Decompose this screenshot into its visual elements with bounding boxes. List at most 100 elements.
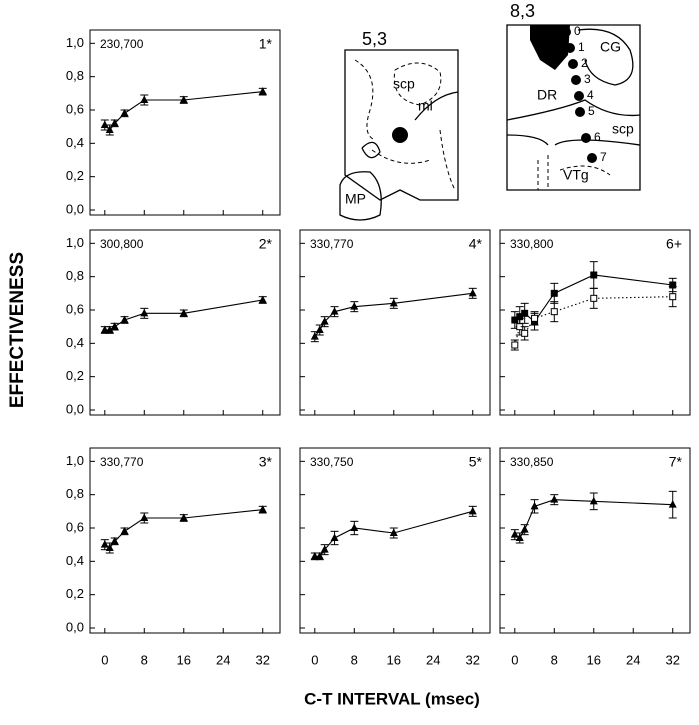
y-tick-label: 0,4 [66,135,84,150]
x-tick-label: 32 [465,652,479,667]
x-tick-label: 0 [101,652,108,667]
data-point [531,314,539,322]
data-point [100,540,109,548]
panel-title: 330,770 [310,237,354,251]
data-point [140,513,149,521]
section-title: 8,3 [510,1,535,21]
panel-frame [299,229,491,416]
y-tick-label: 0,0 [66,201,84,216]
panel-title: 330,800 [510,237,554,251]
data-point [550,308,558,316]
data-point [590,294,598,302]
data-point [350,523,359,531]
x-tick-label: 8 [551,652,558,667]
data-point [590,271,598,279]
y-tick-label: 0,2 [66,368,84,383]
x-tick-label: 24 [626,652,640,667]
data-point [179,513,188,521]
x-tick-label: 0 [511,652,518,667]
region-label: scp [612,121,634,137]
data-point [315,551,324,560]
site-label: 0 [574,24,581,38]
data-point [589,496,598,505]
site-label: 1 [578,40,585,54]
data-point [110,536,119,545]
data-point [510,530,519,538]
data-point [258,295,267,303]
data-point [389,298,398,307]
panel-title: 230,700 [100,37,144,51]
y-tick-label: 0,4 [66,335,84,350]
data-point [320,545,329,553]
panel-annotation: 2* [259,236,273,252]
site-label: 5 [588,104,595,118]
region-label: scp [393,76,415,92]
data-point [179,95,188,103]
region-label: ml [418,98,433,114]
data-point [550,289,558,297]
y-tick-label: 0,6 [66,519,84,534]
x-tick-label: 16 [177,652,191,667]
data-point [120,315,129,323]
y-tick-label: 1,0 [66,35,84,50]
section-diagram: 8,3 CG DR scp VTg [506,1,641,191]
data-point [350,302,359,310]
y-tick-label: 1,0 [66,453,84,468]
site-label: 4 [587,88,594,102]
data-point [110,322,119,330]
data-point [105,125,114,133]
x-tick-label: 0 [311,652,318,667]
y-tick-label: 1,0 [66,235,84,250]
site-dot [561,27,571,37]
site-label: 7 [600,150,607,164]
site-label: 2 [581,56,588,70]
data-point [330,533,339,541]
data-point [315,325,324,333]
panel-annotation: 1* [259,36,273,52]
panel-frame [499,229,691,416]
data-point [521,309,529,317]
data-point [515,533,524,541]
x-tick-label: 16 [387,652,401,667]
data-point [120,108,129,117]
y-tick-label: 0,8 [66,268,84,283]
data-point [320,317,329,325]
site-dot [571,75,581,85]
y-axis-title: EFFECTIVENESS [7,252,28,408]
panel-frame [299,447,491,634]
data-point [105,325,114,333]
site-label: 6 [594,130,601,144]
y-tick-label: 0,0 [66,619,84,634]
data-point [511,341,519,349]
panel-frame [89,229,281,416]
data-point [258,505,267,513]
data-point [100,120,109,128]
panel-title: 330,750 [310,455,354,469]
site-dot [575,107,585,117]
site-dot [574,91,584,101]
region-label: MP [345,191,366,207]
region-label: DR [537,87,557,103]
data-point [258,87,267,95]
y-tick-label: 0,4 [66,553,84,568]
site-dot [587,153,597,163]
y-tick-label: 0,6 [66,101,84,116]
x-tick-label: 8 [141,652,148,667]
data-point [468,288,477,297]
panel-annotation: 4* [469,236,483,252]
data-point [669,293,677,301]
panel-annotation: 6+ [666,236,682,252]
x-tick-label: 8 [351,652,358,667]
site-label: 3 [584,72,591,86]
data-point [140,308,149,317]
data-point [330,307,339,315]
data-point [110,118,119,127]
data-point [120,526,129,535]
data-point [668,500,677,508]
panel-title: 330,850 [510,455,554,469]
data-point [310,332,319,340]
site-dot [392,127,408,143]
x-tick-label: 32 [255,652,269,667]
data-point [468,506,477,515]
